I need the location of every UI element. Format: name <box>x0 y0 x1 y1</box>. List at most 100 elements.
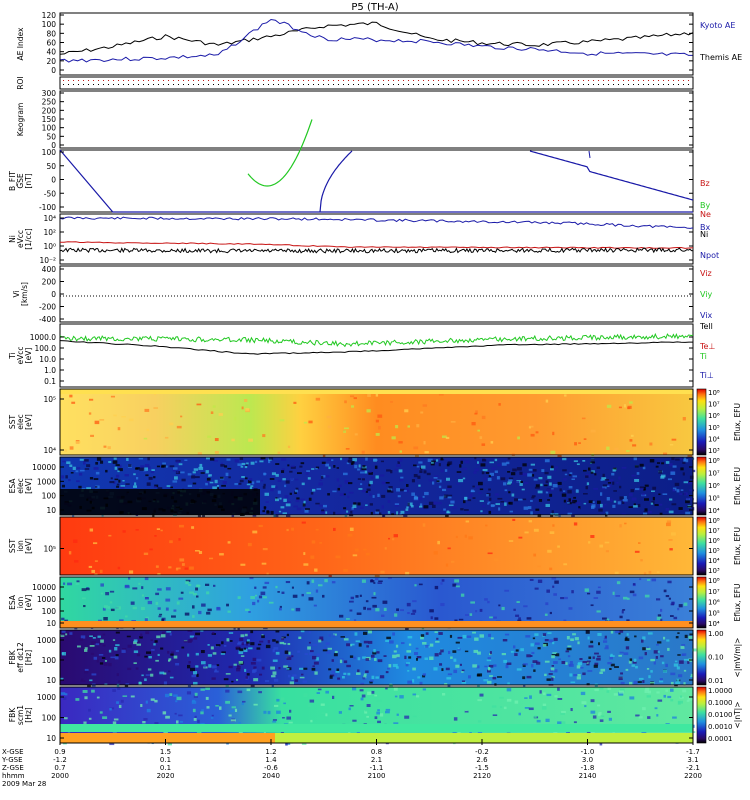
fbk_e-spectrogram-cell <box>188 661 191 664</box>
fbk_e-spectrogram-cell <box>561 661 566 665</box>
esa_e-spectrogram-cell <box>126 457 129 461</box>
sst_i-spectrogram-cell <box>252 530 258 534</box>
esa_e-spectrogram-cell <box>633 503 636 506</box>
fbk_e-spectrogram-cell <box>681 654 685 656</box>
vi-ylabel: Vi [km/s] <box>12 282 29 306</box>
fbk_b-spectrogram-cell <box>276 710 281 714</box>
fbk_e-spectrogram-cell <box>133 641 137 645</box>
fbk_b-spectrogram-cell <box>672 716 677 719</box>
sst_i-spectrogram-cell <box>451 560 455 563</box>
fbk_b-spectrogram-cell <box>338 711 342 714</box>
fbk_e-spectrogram-cell <box>300 630 305 633</box>
roi-dot <box>158 84 159 85</box>
esa_e-spectrogram-cell <box>483 477 488 481</box>
fbk_e-spectrogram-cell <box>238 661 243 664</box>
fbk_e-spectrogram-cell <box>225 684 229 687</box>
esa_e-spectrogram-cell <box>575 502 581 505</box>
roi-dot <box>123 84 124 85</box>
bfit-bx-line <box>319 150 353 213</box>
sst_e-spectrogram-cell <box>315 397 321 401</box>
esa_e-spectrogram-cell <box>275 473 279 477</box>
fbk_e-spectrogram-cell <box>84 670 89 674</box>
esa_e-spectrogram-cell <box>135 467 140 470</box>
fbk_e-spectrogram-cell <box>288 674 291 678</box>
esa_e-spectrogram-cell <box>497 497 503 500</box>
fbk_e-spectrogram-cell <box>646 668 650 670</box>
esa_e-spectrogram-cell <box>672 465 677 468</box>
fbk_b-spectrogram-cell <box>557 687 560 691</box>
esa_i-spectrogram-cell <box>673 616 678 620</box>
esa_e-spectrogram-cell <box>394 468 398 471</box>
esa_e-spectrogram-cell <box>660 476 665 479</box>
fbk_b-spectrogram-cell <box>607 687 612 690</box>
sst_e-spectrogram-cell <box>407 425 410 428</box>
esa_e-spectrogram-cell <box>446 463 450 467</box>
roi-dot <box>398 80 399 81</box>
esa_i-spectrogram-cell <box>400 609 404 612</box>
esa_e-spectrogram-cell <box>365 457 368 461</box>
esa_i-spectrogram-cell <box>196 595 199 598</box>
esa_e-spectrogram-cell <box>549 482 552 486</box>
sst_i-spectrogram-cell <box>614 571 619 575</box>
fbk_e-spectrogram-cell <box>145 631 150 635</box>
fbk_e-spectrogram-cell <box>497 676 502 678</box>
esa_e-spectrogram-cell <box>214 479 218 484</box>
esa_e-spectrogram-cell <box>347 459 353 463</box>
fbk_e-spectrogram-cell <box>576 676 581 680</box>
esa_e-spectrogram-cell <box>419 470 423 474</box>
fbk_e-spectrogram-cell <box>195 665 199 668</box>
fbk_e-spectrogram-cell <box>659 678 663 682</box>
fbk_e-spectrogram-cell <box>486 680 492 684</box>
esa_e-spectrogram-cell <box>178 463 183 466</box>
esa_e-spectrogram-cell <box>631 474 636 477</box>
sst_i-spectrogram-cell <box>73 539 78 543</box>
fbk_e-spectrogram-cell <box>407 680 413 684</box>
fbk_e-spectrogram-cell <box>505 664 509 669</box>
fbk_e-spectrogram-cell <box>84 647 88 650</box>
sst_i-spectrogram-cell <box>455 535 458 539</box>
esa_e-spectrogram-cell <box>439 496 444 500</box>
esa_e-spectrogram-cell <box>489 497 492 501</box>
esa_e-spectrogram-cell <box>372 495 375 498</box>
fbk_e-spectrogram-cell <box>377 659 383 663</box>
fbk_e-spectrogram-cell <box>240 655 245 657</box>
roi-dot <box>198 84 199 85</box>
esa_e-spectrogram-cell <box>136 477 139 480</box>
esa_e-spectrogram-cell <box>241 462 246 466</box>
roi-dot <box>183 84 184 85</box>
roi-dot <box>358 84 359 85</box>
roi-dot <box>153 80 154 81</box>
fbk_e-spectrogram-cell <box>610 630 614 634</box>
esa_e-spectrogram-cell <box>133 485 137 488</box>
esa_e-spectrogram-cell <box>423 505 429 509</box>
fbk_e-spectrogram-cell <box>245 676 248 679</box>
fbk_e-spectrogram-cell <box>292 674 297 677</box>
fbk_b-spectrogram-cell <box>246 688 251 692</box>
roi-dot <box>328 80 329 81</box>
fbk_e-spectrogram-cell <box>291 655 294 658</box>
esa_i-spectrogram-cell <box>268 601 274 604</box>
esa_i-spectrogram-cell <box>318 584 323 587</box>
esa_e-spectrogram-cell <box>426 472 431 476</box>
esa_e-spectrogram-cell <box>422 495 425 498</box>
roi-dot <box>388 80 389 81</box>
fbk_e-spectrogram-cell <box>256 647 261 650</box>
fbk_b-spectrogram-cell <box>63 697 67 700</box>
roi-dot <box>368 80 369 81</box>
ni-tick-label: 10⁻² <box>39 256 56 265</box>
fbk_b-spectrogram-cell <box>464 710 469 713</box>
colorbar-label-text: Eflux, EFU <box>733 584 742 622</box>
fbk_e-spectrogram-cell <box>287 643 291 646</box>
esa_i-spectrogram-cell <box>252 601 256 606</box>
roi-dot <box>428 80 429 81</box>
roi-dot <box>318 84 319 85</box>
esa_e-spectrogram-cell <box>500 501 505 503</box>
fbk_e-spectrogram-cell <box>357 657 361 661</box>
esa_e-spectrogram-cell <box>286 501 291 504</box>
esa_e-spectrogram-cell <box>246 462 249 465</box>
esa_e-spectrogram-cell <box>206 477 211 481</box>
esa_i-spectrogram-cell <box>75 582 80 585</box>
roi-dot <box>123 80 124 81</box>
fbk_e-spectrogram-cell <box>229 640 233 642</box>
fbk_e-spectrogram-cell <box>388 664 392 668</box>
